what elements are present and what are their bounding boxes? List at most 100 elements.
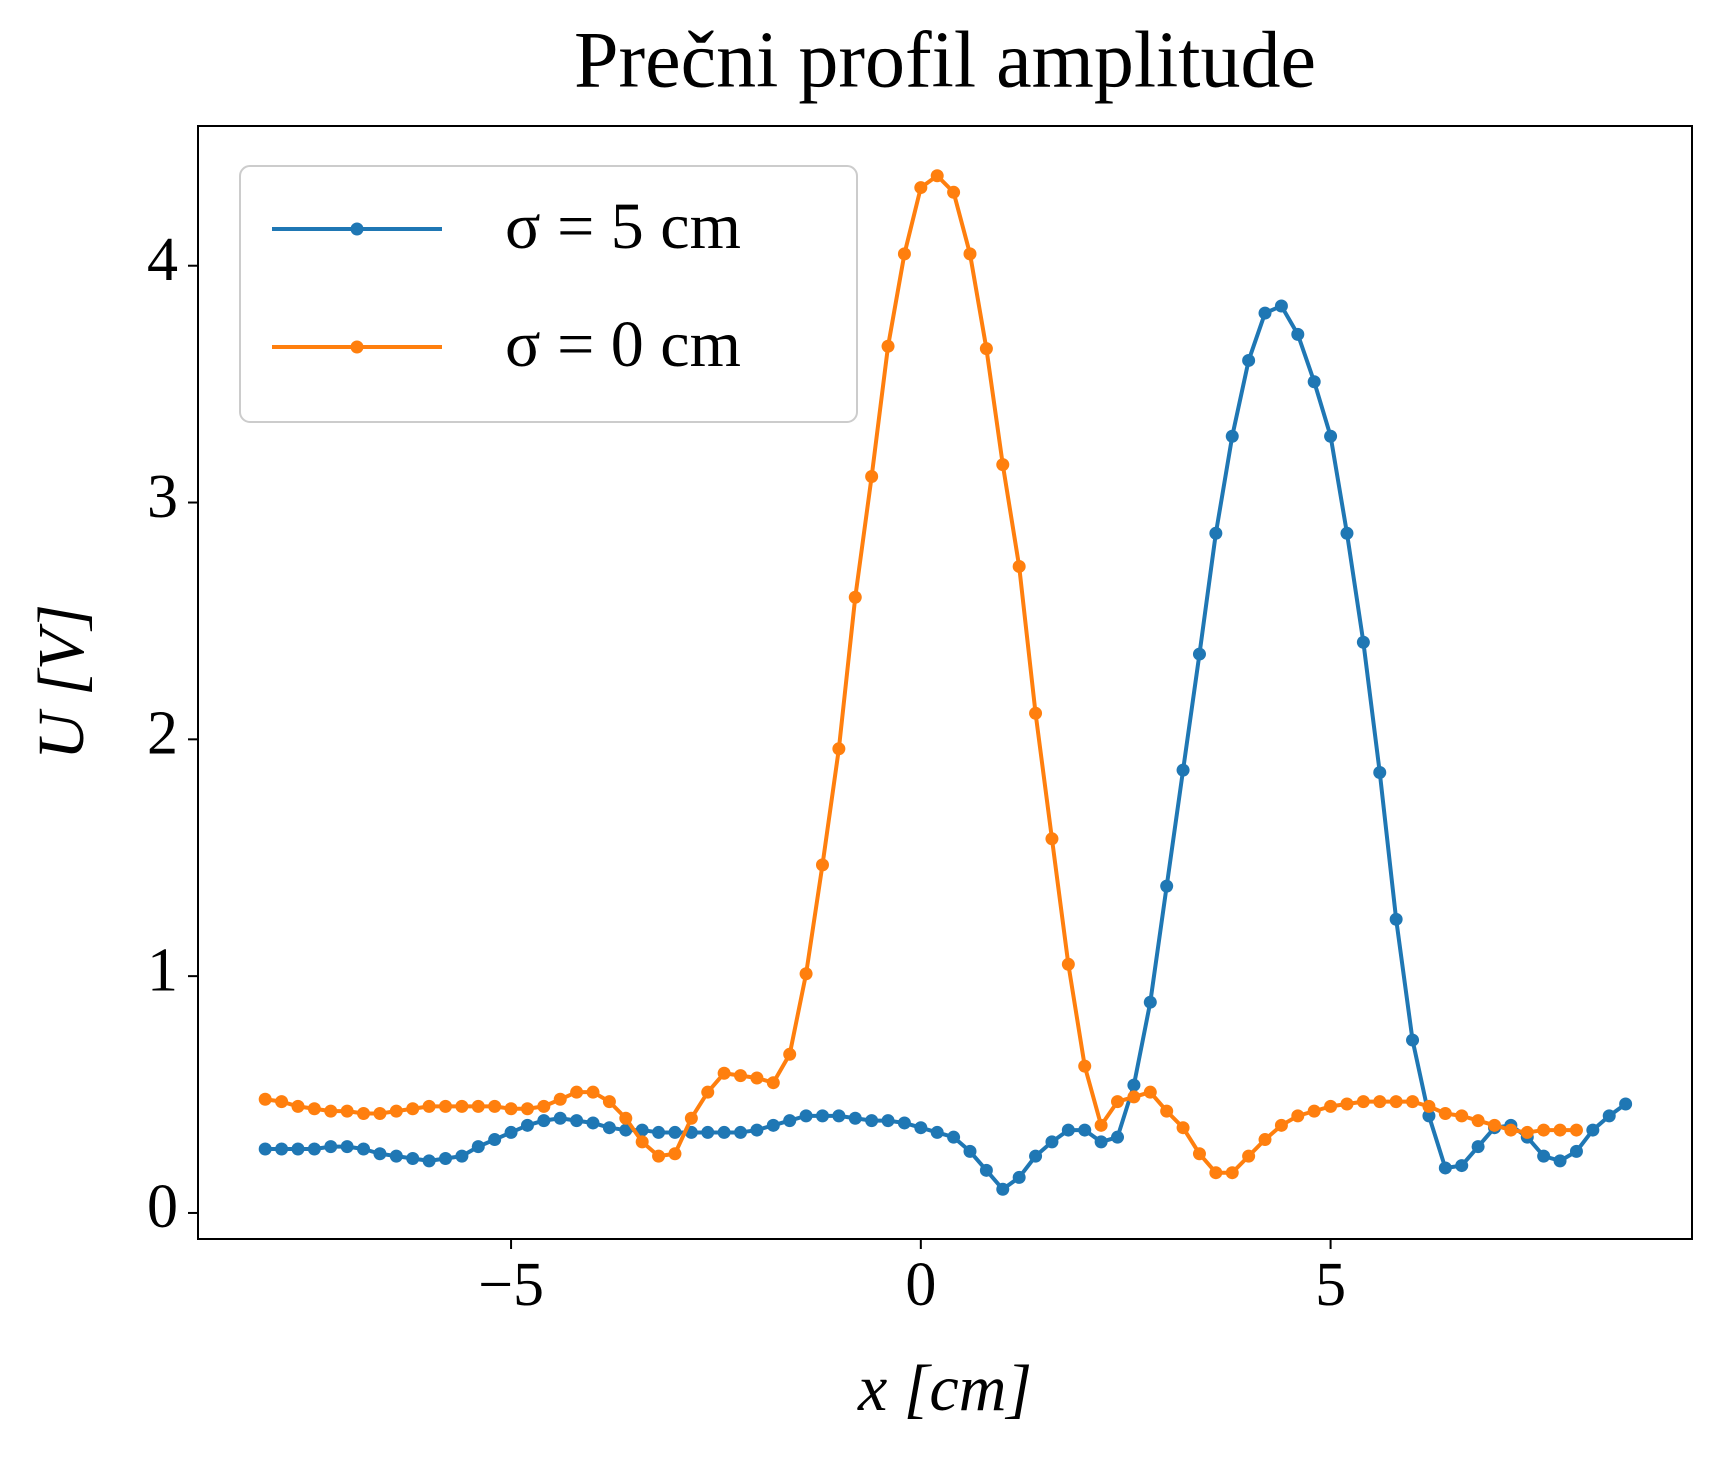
data-point bbox=[389, 1149, 403, 1163]
data-point bbox=[438, 1099, 452, 1113]
data-point bbox=[471, 1099, 485, 1113]
data-point bbox=[1553, 1123, 1567, 1137]
data-point bbox=[488, 1133, 502, 1147]
data-point bbox=[1307, 375, 1321, 389]
x-tick-label: −5 bbox=[478, 1251, 544, 1319]
data-point bbox=[1192, 647, 1206, 661]
data-point bbox=[881, 339, 895, 353]
data-point bbox=[258, 1142, 272, 1156]
data-point bbox=[1143, 1085, 1157, 1099]
data-point bbox=[307, 1102, 321, 1116]
data-point bbox=[1094, 1135, 1108, 1149]
x-axis-label: x [cm] bbox=[857, 1352, 1032, 1425]
data-point bbox=[307, 1142, 321, 1156]
data-point bbox=[635, 1135, 649, 1149]
data-point bbox=[406, 1151, 420, 1165]
data-point bbox=[668, 1125, 682, 1139]
data-point bbox=[1586, 1123, 1600, 1137]
data-point bbox=[766, 1118, 780, 1132]
data-point bbox=[668, 1147, 682, 1161]
data-point bbox=[914, 181, 928, 195]
data-point bbox=[1078, 1059, 1092, 1073]
data-point bbox=[1356, 1095, 1370, 1109]
data-point bbox=[1111, 1095, 1125, 1109]
data-point bbox=[881, 1114, 895, 1128]
data-point bbox=[520, 1118, 534, 1132]
data-point bbox=[1012, 559, 1026, 573]
y-tick-label: 2 bbox=[147, 700, 178, 768]
chart-title: Prečni profil amplitude bbox=[574, 16, 1316, 104]
data-point bbox=[422, 1099, 436, 1113]
data-point bbox=[1094, 1118, 1108, 1132]
data-point bbox=[1111, 1130, 1125, 1144]
legend: σ = 5 cm σ = 0 cm bbox=[239, 165, 858, 423]
data-point bbox=[1192, 1147, 1206, 1161]
legend-marker bbox=[350, 222, 364, 236]
data-point bbox=[1373, 765, 1387, 779]
data-point bbox=[1291, 1109, 1305, 1123]
data-point bbox=[373, 1147, 387, 1161]
y-tick-label: 0 bbox=[147, 1173, 178, 1241]
data-point bbox=[750, 1123, 764, 1137]
data-point bbox=[1307, 1104, 1321, 1118]
data-point bbox=[652, 1149, 666, 1163]
data-point bbox=[1324, 429, 1338, 443]
data-point bbox=[701, 1085, 715, 1099]
data-point bbox=[1225, 429, 1239, 443]
data-point bbox=[619, 1111, 633, 1125]
data-point bbox=[504, 1102, 518, 1116]
data-point bbox=[1258, 306, 1272, 320]
data-point bbox=[979, 342, 993, 356]
data-point bbox=[1389, 912, 1403, 926]
data-point bbox=[570, 1085, 584, 1099]
data-point bbox=[488, 1099, 502, 1113]
data-point bbox=[619, 1123, 633, 1137]
data-point bbox=[1061, 957, 1075, 971]
data-point bbox=[275, 1142, 289, 1156]
data-point bbox=[717, 1125, 731, 1139]
data-point bbox=[996, 1182, 1010, 1196]
data-point bbox=[438, 1151, 452, 1165]
data-point bbox=[373, 1106, 387, 1120]
data-point bbox=[848, 590, 862, 604]
data-point bbox=[1274, 299, 1288, 313]
data-point bbox=[340, 1140, 354, 1154]
data-point bbox=[815, 1109, 829, 1123]
data-point bbox=[1619, 1097, 1633, 1111]
data-point bbox=[1569, 1144, 1583, 1158]
data-point bbox=[1160, 1104, 1174, 1118]
data-point bbox=[1406, 1033, 1420, 1047]
data-point bbox=[1471, 1114, 1485, 1128]
data-point bbox=[832, 742, 846, 756]
data-point bbox=[553, 1111, 567, 1125]
data-point bbox=[1487, 1118, 1501, 1132]
data-point bbox=[1537, 1149, 1551, 1163]
y-tick-label: 4 bbox=[147, 226, 178, 294]
data-point bbox=[1389, 1095, 1403, 1109]
data-point bbox=[734, 1125, 748, 1139]
x-tick-label: 0 bbox=[905, 1251, 936, 1319]
data-point bbox=[406, 1102, 420, 1116]
data-point bbox=[1340, 1097, 1354, 1111]
data-point bbox=[1012, 1170, 1026, 1184]
data-point bbox=[520, 1102, 534, 1116]
data-point bbox=[1569, 1123, 1583, 1137]
data-point bbox=[504, 1125, 518, 1139]
data-point bbox=[1045, 832, 1059, 846]
data-point bbox=[783, 1047, 797, 1061]
data-point bbox=[1438, 1161, 1452, 1175]
legend-label: σ = 0 cm bbox=[505, 308, 741, 381]
data-point bbox=[897, 247, 911, 261]
data-point bbox=[1209, 1166, 1223, 1180]
data-point bbox=[1029, 1149, 1043, 1163]
data-point bbox=[1291, 327, 1305, 341]
data-point bbox=[766, 1076, 780, 1090]
data-point bbox=[930, 1125, 944, 1139]
data-point bbox=[586, 1116, 600, 1130]
data-point bbox=[1504, 1123, 1518, 1137]
data-point bbox=[750, 1071, 764, 1085]
data-point bbox=[979, 1163, 993, 1177]
y-tick-label: 1 bbox=[147, 936, 178, 1004]
data-point bbox=[799, 1109, 813, 1123]
